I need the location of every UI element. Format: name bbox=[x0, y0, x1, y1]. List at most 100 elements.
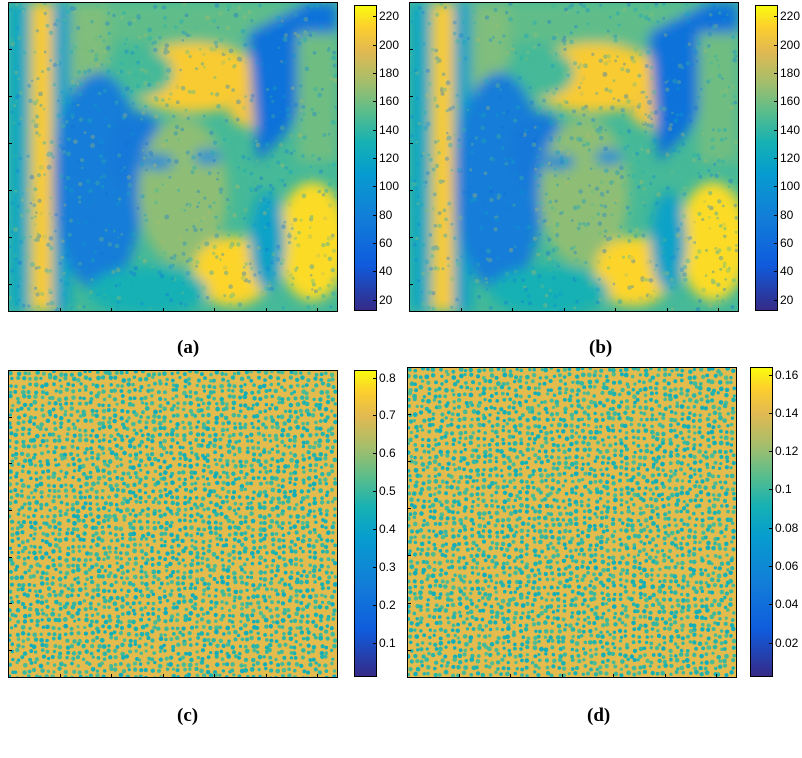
axis-tick bbox=[214, 674, 216, 678]
colorbar-tick-label: 160 bbox=[773, 94, 801, 109]
colorbar-tick-label: 140 bbox=[372, 122, 400, 137]
axis-tick bbox=[561, 674, 563, 678]
axis-tick bbox=[409, 283, 413, 285]
colorbar-tick-label: 0.04 bbox=[768, 597, 799, 612]
axis-tick bbox=[409, 142, 413, 144]
axis-tick bbox=[59, 308, 61, 312]
caption-a: (a) bbox=[177, 337, 200, 358]
colorbar-tick-label: 60 bbox=[773, 236, 794, 250]
colorbar-tick-label: 0.1 bbox=[769, 482, 792, 497]
axis-tick bbox=[613, 674, 615, 678]
colorbar-tick-label: 180 bbox=[372, 66, 400, 80]
axis-tick bbox=[214, 308, 216, 312]
image-a bbox=[8, 2, 338, 312]
axis-tick bbox=[8, 416, 12, 418]
colorbar-tick-label: 40 bbox=[773, 264, 794, 279]
colorbar-tick-label: 40 bbox=[372, 264, 393, 279]
axis-tick bbox=[407, 649, 411, 651]
image-raster bbox=[408, 368, 736, 677]
axis-tick bbox=[407, 461, 411, 463]
colorbar-tick-label: 0.02 bbox=[768, 635, 799, 650]
axis-tick bbox=[716, 674, 718, 678]
colorbar-tick-label: 0.2 bbox=[373, 597, 396, 612]
colorbar-tick-label: 0.7 bbox=[373, 408, 396, 423]
axis-tick bbox=[8, 95, 12, 97]
colorbar-tick-label: 0.06 bbox=[768, 559, 799, 573]
colorbar-tick-label: 200 bbox=[372, 37, 400, 52]
axis-tick bbox=[162, 308, 164, 312]
axis-tick bbox=[512, 308, 514, 312]
caption-d: (d) bbox=[587, 705, 611, 726]
axis-tick bbox=[409, 189, 413, 191]
axis-tick bbox=[664, 674, 666, 678]
axis-tick bbox=[111, 674, 113, 678]
axis-tick bbox=[8, 463, 12, 465]
axis-tick bbox=[407, 414, 411, 416]
colorbar-tick-label: 60 bbox=[372, 236, 393, 250]
axis-tick bbox=[409, 236, 413, 238]
axis-tick bbox=[317, 674, 319, 678]
colorbar-tick-label: 0.16 bbox=[768, 367, 799, 382]
colorbar-tick-label: 0.8 bbox=[373, 370, 396, 385]
axis-tick bbox=[8, 142, 12, 144]
colorbar-tick-label: 160 bbox=[372, 94, 400, 109]
colorbar-tick-label: 0.1 bbox=[373, 635, 396, 650]
colorbar-tick-label: 0.14 bbox=[768, 405, 799, 420]
image-raster bbox=[410, 3, 738, 311]
axis-tick bbox=[510, 674, 512, 678]
image-d bbox=[407, 367, 737, 678]
colorbar-tick-label: 0.6 bbox=[373, 446, 396, 461]
axis-tick bbox=[409, 95, 413, 97]
axis-tick bbox=[265, 308, 267, 312]
colorbar-tick-label: 100 bbox=[773, 179, 801, 194]
colorbar-tick-label: 100 bbox=[372, 179, 400, 194]
colorbar-tick-label: 0.3 bbox=[373, 560, 396, 575]
axis-tick bbox=[8, 556, 12, 558]
colorbar-tick-label: 120 bbox=[372, 151, 400, 165]
image-b bbox=[409, 2, 739, 312]
axis-tick bbox=[407, 508, 411, 510]
colorbar-d bbox=[750, 367, 773, 677]
axis-tick bbox=[8, 283, 12, 285]
axis-tick bbox=[8, 650, 12, 651]
axis-tick bbox=[8, 510, 12, 511]
colorbar-tick-label: 220 bbox=[372, 9, 400, 24]
axis-tick bbox=[666, 308, 668, 312]
axis-tick bbox=[718, 308, 720, 312]
axis-tick bbox=[317, 308, 319, 312]
colorbar-tick-label: 80 bbox=[773, 207, 794, 222]
colorbar-tick-label: 0.12 bbox=[768, 444, 799, 459]
image-raster bbox=[9, 371, 337, 677]
colorbar-tick-label: 180 bbox=[773, 66, 801, 80]
colorbar-tick-label: 140 bbox=[773, 122, 801, 137]
axis-tick bbox=[8, 189, 12, 191]
colorbar-tick-label: 0.4 bbox=[373, 522, 396, 537]
axis-tick bbox=[409, 48, 413, 50]
colorbar-tick-label: 120 bbox=[773, 151, 801, 165]
colorbar-tick-label: 220 bbox=[773, 9, 801, 24]
axis-tick bbox=[111, 308, 113, 312]
axis-tick bbox=[8, 603, 12, 605]
colorbar-tick-label: 200 bbox=[773, 37, 801, 52]
colorbar-c bbox=[354, 370, 377, 677]
axis-tick bbox=[162, 674, 164, 678]
axis-tick bbox=[407, 602, 411, 604]
axis-tick bbox=[458, 674, 460, 678]
image-raster bbox=[9, 3, 337, 311]
colorbar-tick-label: 0.08 bbox=[768, 520, 799, 535]
caption-b: (b) bbox=[589, 337, 613, 358]
axis-tick bbox=[265, 674, 267, 678]
axis-tick bbox=[460, 308, 462, 312]
colorbar-tick-label: 80 bbox=[372, 207, 393, 222]
axis-tick bbox=[8, 236, 12, 238]
axis-tick bbox=[563, 308, 565, 312]
colorbar-tick-label: 20 bbox=[372, 292, 393, 307]
axis-tick bbox=[407, 555, 411, 557]
caption-c: (c) bbox=[177, 705, 199, 726]
colorbar-tick-label: 0.5 bbox=[373, 484, 396, 499]
image-c bbox=[8, 370, 338, 678]
colorbar-tick-label: 20 bbox=[773, 292, 794, 307]
axis-tick bbox=[59, 674, 61, 678]
axis-tick bbox=[8, 48, 12, 50]
axis-tick bbox=[615, 308, 617, 312]
